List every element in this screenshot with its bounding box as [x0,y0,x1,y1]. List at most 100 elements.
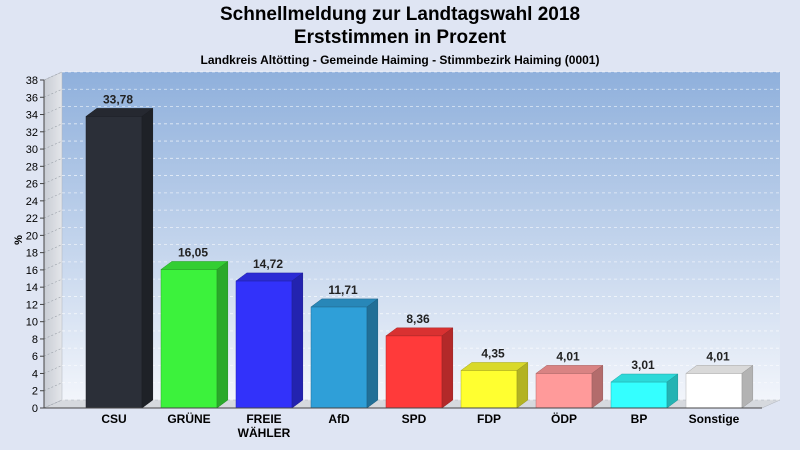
bar-bp: 3,01 [610,358,679,409]
bar-sonstige: 4,01 [685,349,754,409]
x-tick-label: SPD [402,412,427,426]
x-tick-label: Sonstige [689,412,740,426]
bar-front [460,370,518,409]
grid-line-side [43,347,63,357]
bar-spd: 8,36 [385,312,454,409]
bar-top [610,373,679,383]
bar-top [460,362,529,371]
y-tick-label: 36 [26,92,38,104]
y-tick-label: 0 [32,403,38,415]
y-tick-label: 10 [26,317,38,329]
grid-line-side [43,88,63,98]
grid-line-side [43,123,63,133]
y-tick-label: 28 [26,161,38,173]
grid-line-side [43,278,63,288]
bar-top [310,298,379,308]
y-tick-label: 20 [26,230,38,242]
y-tick-label: 22 [26,213,38,225]
bar-side [291,272,304,409]
y-tick-label: 38 [26,75,38,87]
bar-top [535,365,604,374]
x-tick-label: ÖDP [551,411,577,426]
grid-line-side [43,365,63,374]
bar-front [160,269,218,409]
bar-front [85,116,143,409]
bar-side [516,361,529,409]
grid-line-side [43,296,63,305]
chart-caption: Landkreis Altötting - Gemeinde Haiming -… [200,53,600,67]
bar-top [85,108,154,117]
bar-top [385,327,454,337]
bar-value-label: 14,72 [253,257,283,271]
y-tick-label: 8 [32,334,38,346]
bar-gr-ne: 16,05 [160,245,229,409]
x-tick-label: GRÜNE [167,411,210,426]
bar-value-label: 11,71 [328,283,358,297]
grid-line-side [43,261,63,271]
y-axis-label: % [13,235,25,245]
bar-value-label: 4,01 [706,349,730,363]
grid-line-side [43,313,63,322]
grid-line-side [43,175,63,184]
y-tick-label: 26 [26,179,38,191]
bar-side [591,364,604,409]
bar-afd: 11,71 [310,283,379,409]
x-axis: CSU GRÜNE FREIE WÄHLER AfD SPD FDP ÖDP BP Sonstig… [44,407,762,440]
y-tick-label: 6 [32,351,38,363]
grid-line-side [43,330,63,340]
bar-value-label: 33,78 [103,92,133,106]
bar-front [685,373,743,409]
chart-subtitle: Erststimmen in Prozent [293,27,507,48]
grid-line-side [43,209,63,219]
bar-top [685,365,754,374]
y-tick-label: 4 [32,368,38,380]
bar-value-label: 8,36 [406,312,430,326]
y-tick-label: 12 [26,299,38,311]
bar-front [610,381,668,409]
grid-line-side [43,140,63,150]
grid-line-side [43,382,63,392]
bar-front [310,306,368,409]
bar-top [235,272,304,282]
bar-fdp: 4,35 [460,346,529,409]
grid-lines [43,71,780,409]
grid-line-side [43,227,63,236]
bar-csu: 33,78 [85,92,154,409]
bar-side [666,373,679,409]
grid-line-side [43,399,63,409]
bar--dp: 4,01 [535,349,604,409]
bar-front [235,280,293,409]
bar-side [141,107,154,409]
y-tick-label: 24 [26,196,38,208]
bar-value-label: 3,01 [631,358,655,372]
bar-value-label: 16,05 [178,245,208,259]
y-tick-label: 32 [26,127,38,139]
bar-top [160,261,229,270]
grid-line-side [43,244,63,253]
bar-side [366,298,379,409]
bar-side [441,327,454,409]
grid-line-side [43,158,63,167]
y-tick-label: 16 [26,265,38,277]
x-tick-label: BP [631,412,648,426]
x-tick-label: FDP [477,412,501,426]
grid-line-side [43,106,63,115]
bar-front [535,373,593,409]
bars: 33,78 16,05 14,72 11,71 8,36 4,35 4,01 3,01 4,01 [85,92,754,409]
bar-front [385,335,443,409]
bar-value-label: 4,35 [481,346,505,360]
y-tick-label: 18 [26,248,38,260]
y-tick-label: 14 [26,282,38,294]
x-tick-label: CSU [101,412,126,426]
bar-side [741,364,754,409]
grid-line-side [43,192,63,202]
x-tick-label: FREIE WÄHLER [238,412,291,440]
bar-value-label: 4,01 [556,349,580,363]
y-tick-label: 34 [26,110,38,122]
bar-freie-w-hler: 14,72 [235,257,304,409]
y-tick-label: 2 [32,386,38,398]
plot-left-wall [43,71,63,409]
y-tick-label: 30 [26,144,38,156]
